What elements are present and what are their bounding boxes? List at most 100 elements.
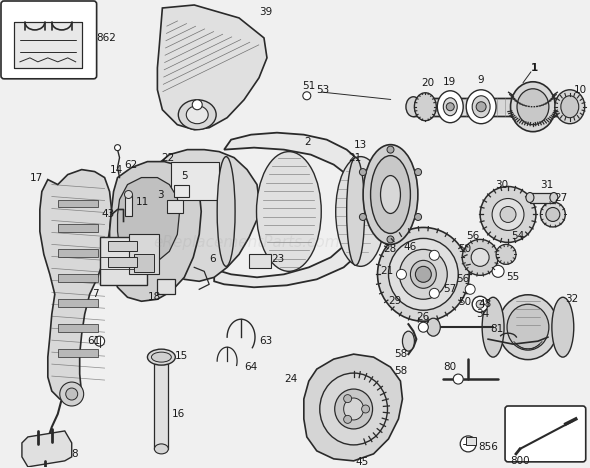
Ellipse shape [257,152,322,271]
Text: 16: 16 [171,409,185,419]
Ellipse shape [336,157,385,266]
Text: 64: 64 [244,362,257,372]
Ellipse shape [546,207,560,221]
Ellipse shape [517,89,549,124]
Ellipse shape [540,202,565,227]
Text: 31: 31 [540,180,553,190]
Text: 32: 32 [565,294,578,304]
Bar [107,241,137,251]
Bar [414,98,563,116]
FancyBboxPatch shape [1,1,97,79]
Ellipse shape [343,398,363,420]
Ellipse shape [526,192,534,203]
Ellipse shape [561,96,579,118]
Polygon shape [22,431,72,467]
Ellipse shape [320,373,388,445]
Bar [58,349,97,357]
Text: 51: 51 [302,81,315,91]
Bar [107,257,137,267]
Bar [124,195,133,217]
Text: 15: 15 [174,351,188,361]
Ellipse shape [414,93,437,121]
Text: 7: 7 [91,289,99,299]
Text: 5: 5 [181,170,188,181]
Bar [168,199,183,213]
Ellipse shape [510,82,555,132]
Ellipse shape [152,352,171,362]
Text: 46: 46 [404,242,417,252]
Ellipse shape [217,157,235,266]
Text: 22: 22 [162,153,175,162]
Bar [135,255,155,272]
Text: 56: 56 [466,231,480,241]
Ellipse shape [480,187,536,242]
Circle shape [453,374,463,384]
Circle shape [396,270,407,279]
Text: 6: 6 [209,255,216,264]
Text: 45: 45 [356,457,369,467]
Ellipse shape [347,158,365,265]
Ellipse shape [381,176,401,213]
Circle shape [359,213,366,220]
Ellipse shape [555,90,585,124]
Ellipse shape [552,297,574,357]
Text: 800: 800 [510,456,530,466]
Text: 58: 58 [395,349,408,359]
Bar [58,299,97,307]
Circle shape [460,436,476,452]
Text: 21: 21 [381,266,394,276]
Ellipse shape [498,295,558,359]
Polygon shape [304,354,402,461]
Text: 39: 39 [259,7,272,17]
Text: 53: 53 [316,85,329,95]
Text: 28: 28 [384,244,396,255]
Circle shape [94,336,104,346]
Ellipse shape [500,206,516,222]
Text: 62: 62 [124,160,138,169]
Ellipse shape [472,96,490,118]
Text: 80: 80 [443,362,457,372]
Polygon shape [110,161,201,301]
Ellipse shape [443,98,457,116]
Text: 43: 43 [101,210,115,219]
Bar [158,279,175,294]
Text: 23: 23 [271,255,284,264]
Circle shape [362,405,369,413]
Circle shape [192,100,202,110]
Ellipse shape [472,296,488,312]
Text: 57: 57 [443,284,457,294]
Text: 50: 50 [458,244,471,255]
Ellipse shape [371,156,411,234]
Circle shape [465,284,475,294]
Text: 81: 81 [490,324,503,334]
Bar [58,324,97,332]
Circle shape [415,213,422,220]
Circle shape [124,190,133,198]
Circle shape [415,266,431,282]
Text: 48: 48 [478,299,491,309]
Circle shape [387,146,394,153]
Circle shape [343,416,352,424]
Ellipse shape [378,227,469,321]
Ellipse shape [462,240,498,275]
Circle shape [387,236,394,243]
Ellipse shape [402,331,414,351]
Circle shape [492,265,504,278]
Circle shape [446,103,454,111]
Ellipse shape [363,145,418,244]
Ellipse shape [507,304,549,350]
Text: 55: 55 [506,272,519,282]
Text: 11: 11 [136,197,149,206]
Text: 24: 24 [284,374,297,384]
Ellipse shape [482,297,504,357]
Circle shape [343,395,352,402]
Bar [414,100,563,114]
Circle shape [114,145,120,151]
Bar [249,255,271,268]
Text: 21: 21 [349,153,362,162]
Text: 3: 3 [158,190,164,199]
Bar [58,249,97,257]
Bar [100,237,148,285]
Ellipse shape [437,91,463,123]
Circle shape [476,300,484,308]
